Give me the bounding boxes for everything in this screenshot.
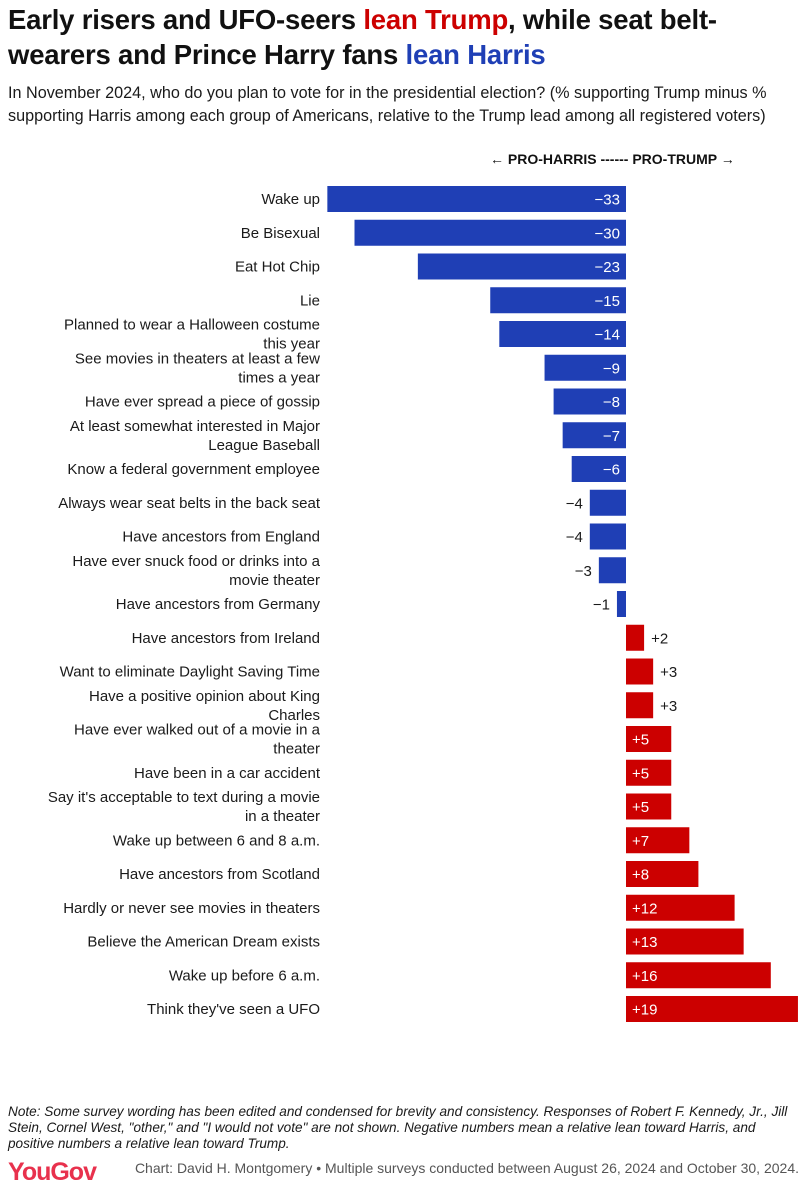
left-arrow-icon: ← — [490, 151, 504, 167]
yougov-logo: YouGov — [8, 1158, 97, 1186]
bar — [626, 692, 654, 719]
value-label: −23 — [595, 259, 620, 276]
pro-trump-label: PRO-TRUMP — [632, 151, 717, 167]
category-label: Hardly or never see movies in theaters — [63, 900, 320, 917]
bar — [327, 186, 626, 212]
title-part-1: Early risers and UFO-seers — [8, 4, 364, 35]
value-label: −4 — [566, 529, 583, 546]
bar — [598, 557, 626, 584]
pro-harris-label: PRO-HARRIS — [507, 151, 597, 167]
value-label: +5 — [632, 765, 649, 782]
bar — [626, 962, 771, 989]
category-label: See movies in theaters at least a few tim… — [75, 350, 320, 386]
value-label: −14 — [595, 327, 620, 344]
bar — [571, 456, 626, 482]
bar — [589, 489, 626, 516]
bar — [626, 759, 672, 786]
category-label: Have been in a car accident — [134, 765, 321, 782]
right-arrow-icon: → — [720, 151, 735, 167]
value-label: +5 — [632, 799, 649, 816]
value-label: −30 — [595, 225, 620, 242]
bar — [626, 726, 672, 752]
value-label: −15 — [595, 293, 620, 310]
value-label: −33 — [595, 192, 620, 209]
direction-dashes: ------ — [600, 151, 629, 167]
category-label: Wake up before 6 a.m. — [169, 967, 320, 984]
bar — [544, 354, 626, 381]
bar — [626, 624, 645, 651]
bar — [562, 422, 626, 449]
category-label: Have ever spread a piece of gossip — [85, 394, 320, 411]
bar — [589, 523, 626, 550]
category-label: Lie — [300, 292, 320, 309]
value-label: +12 — [632, 900, 657, 917]
bar — [490, 287, 626, 314]
category-label: Have ancestors from Germany — [116, 596, 321, 613]
category-label: Have ever snuck food or drinks into a mov… — [72, 553, 320, 589]
category-label: At least somewhat interested in Major Lea… — [70, 418, 320, 454]
value-label: +5 — [632, 732, 649, 749]
category-label: Believe the American Dream exists — [87, 934, 320, 951]
chart-note: Note: Some survey wording has been edite… — [8, 1104, 788, 1151]
category-label: Think they've seen a UFO — [147, 1001, 320, 1018]
bar — [626, 996, 798, 1022]
bar — [626, 658, 654, 685]
bar — [626, 827, 690, 854]
bar — [553, 388, 626, 415]
category-label: Eat Hot Chip — [235, 259, 320, 276]
value-label: +2 — [651, 630, 668, 647]
category-label: Want to eliminate Daylight Saving Time — [60, 664, 320, 681]
category-label: Wake up between 6 and 8 a.m. — [113, 832, 320, 849]
value-label: +3 — [660, 664, 677, 681]
category-label: Have a positive opinion about King Charle… — [89, 688, 320, 724]
bar — [354, 219, 626, 246]
title-harris-phrase: lean Harris — [405, 39, 546, 70]
bar — [616, 591, 626, 617]
bar — [626, 928, 744, 955]
value-label: −3 — [575, 563, 592, 580]
category-label: Have ancestors from Ireland — [132, 630, 320, 647]
value-label: −9 — [603, 360, 620, 377]
category-label: Wake up — [261, 191, 320, 208]
category-label: Know a federal government employee — [67, 461, 320, 478]
value-label: +8 — [632, 867, 649, 884]
category-label: Always wear seat belts in the back seat — [58, 495, 321, 512]
category-label: Say it's acceptable to text during a mov… — [48, 789, 320, 825]
category-label: Planned to wear a Halloween costume this … — [64, 317, 320, 353]
bar — [499, 321, 626, 347]
direction-label: ← PRO-HARRIS ------ PRO-TRUMP → — [490, 151, 790, 167]
value-label: +7 — [632, 833, 649, 850]
chart-title: Early risers and UFO-seers lean Trump, w… — [8, 2, 803, 72]
bar — [626, 861, 699, 887]
value-label: +13 — [632, 934, 657, 951]
category-label: Have ancestors from England — [122, 529, 320, 546]
title-part-2: , while seat belt-wearers and Prince Har… — [8, 4, 717, 70]
chart-subtitle: In November 2024, who do you plan to vot… — [8, 84, 767, 125]
value-label: +3 — [660, 698, 677, 715]
bar — [626, 793, 672, 820]
bar — [626, 894, 735, 921]
title-trump-phrase: lean Trump — [363, 4, 509, 35]
bar-chart: −33 Wake up −30 Be Bisexual −23 Eat Hot Chip −… — [48, 186, 798, 1022]
value-label: −7 — [603, 428, 620, 445]
category-label: Have ever walked out of a movie in a thea… — [74, 722, 321, 758]
chart-source: Chart: David H. Montgomery • Multiple su… — [134, 1160, 799, 1176]
category-label: Have ancestors from Scotland — [119, 866, 320, 883]
value-label: −1 — [593, 597, 610, 614]
value-label: −6 — [603, 462, 620, 479]
category-label: Be Bisexual — [241, 225, 320, 242]
value-label: −4 — [566, 495, 583, 512]
value-label: +16 — [632, 968, 657, 985]
bar — [417, 253, 626, 280]
value-label: +19 — [632, 1002, 657, 1019]
value-label: −8 — [603, 394, 620, 411]
